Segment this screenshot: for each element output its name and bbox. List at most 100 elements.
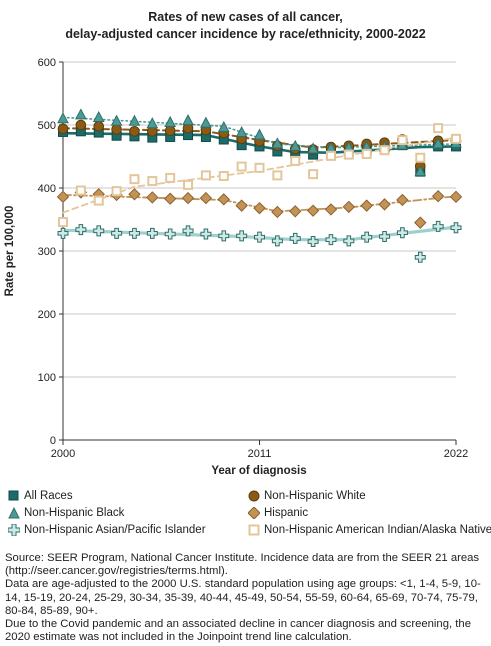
- data-point-non-hispanic-black[interactable]: [128, 114, 141, 126]
- data-point-non-hispanic-black[interactable]: [92, 110, 105, 122]
- y-tick-label: 600: [38, 57, 56, 69]
- data-point-non-hispanic-black[interactable]: [164, 115, 177, 127]
- y-tick-label: 200: [38, 309, 56, 321]
- data-point-non-hispanic-american-indian-alaska-native[interactable]: [93, 195, 104, 206]
- y-tick-label: 300: [38, 246, 56, 258]
- data-point-hispanic[interactable]: [414, 216, 427, 229]
- data-point-non-hispanic-american-indian-alaska-native[interactable]: [379, 145, 390, 156]
- data-point-non-hispanic-american-indian-alaska-native[interactable]: [308, 169, 319, 180]
- data-point-non-hispanic-black[interactable]: [57, 112, 69, 124]
- data-point-non-hispanic-asian-pacific-islander[interactable]: [414, 251, 426, 263]
- data-point-non-hispanic-white[interactable]: [57, 123, 69, 135]
- chart-title-line-1: Rates of new cases of all cancer,: [148, 10, 343, 24]
- data-point-non-hispanic-asian-pacific-islander[interactable]: [343, 235, 355, 247]
- data-point-hispanic[interactable]: [306, 204, 320, 217]
- data-point-non-hispanic-white[interactable]: [75, 119, 87, 131]
- data-point-non-hispanic-black[interactable]: [414, 165, 427, 177]
- data-point-non-hispanic-asian-pacific-islander[interactable]: [325, 234, 337, 246]
- data-point-non-hispanic-asian-pacific-islander[interactable]: [307, 236, 319, 248]
- data-point-non-hispanic-american-indian-alaska-native[interactable]: [129, 174, 140, 185]
- data-point-non-hispanic-asian-pacific-islander[interactable]: [200, 228, 212, 240]
- data-point-non-hispanic-asian-pacific-islander[interactable]: [93, 225, 105, 237]
- data-point-hispanic[interactable]: [378, 198, 391, 211]
- data-point-hispanic[interactable]: [289, 205, 302, 218]
- data-point-non-hispanic-asian-pacific-islander[interactable]: [254, 231, 265, 243]
- data-point-hispanic[interactable]: [163, 192, 177, 205]
- data-point-non-hispanic-american-indian-alaska-native[interactable]: [290, 155, 301, 166]
- data-point-hispanic[interactable]: [217, 193, 230, 206]
- data-point-hispanic[interactable]: [360, 199, 373, 212]
- data-point-non-hispanic-asian-pacific-islander[interactable]: [396, 227, 408, 239]
- data-point-non-hispanic-american-indian-alaska-native[interactable]: [58, 217, 68, 228]
- data-point-non-hispanic-asian-pacific-islander[interactable]: [271, 235, 283, 247]
- data-point-non-hispanic-black[interactable]: [75, 108, 87, 120]
- legend-label: Non-Hispanic American Indian/Alaska Nati…: [264, 524, 491, 536]
- data-point-non-hispanic-american-indian-alaska-native[interactable]: [111, 186, 122, 197]
- x-tick-label: 2000: [51, 448, 75, 460]
- data-point-non-hispanic-black[interactable]: [253, 128, 266, 140]
- data-point-non-hispanic-asian-pacific-islander[interactable]: [75, 224, 87, 236]
- data-point-non-hispanic-asian-pacific-islander[interactable]: [218, 230, 230, 242]
- data-point-hispanic[interactable]: [253, 201, 266, 215]
- data-point-non-hispanic-black[interactable]: [182, 114, 194, 126]
- data-point-non-hispanic-asian-pacific-islander[interactable]: [182, 225, 194, 237]
- data-point-hispanic[interactable]: [396, 193, 409, 207]
- data-point-non-hispanic-black[interactable]: [110, 114, 123, 126]
- data-point-non-hispanic-asian-pacific-islander[interactable]: [379, 231, 391, 243]
- data-point-non-hispanic-asian-pacific-islander[interactable]: [361, 231, 373, 243]
- data-point-non-hispanic-american-indian-alaska-native[interactable]: [218, 171, 229, 182]
- series-non-hispanic-asian-pacific-islander: [57, 220, 462, 263]
- data-point-non-hispanic-american-indian-alaska-native[interactable]: [325, 150, 336, 161]
- data-point-non-hispanic-asian-pacific-islander[interactable]: [236, 230, 248, 242]
- data-point-hispanic[interactable]: [146, 191, 159, 204]
- data-point-non-hispanic-american-indian-alaska-native[interactable]: [236, 161, 247, 172]
- data-point-non-hispanic-asian-pacific-islander[interactable]: [164, 228, 176, 240]
- data-point-non-hispanic-american-indian-alaska-native[interactable]: [200, 170, 211, 181]
- data-point-hispanic[interactable]: [181, 191, 195, 205]
- data-point-non-hispanic-american-indian-alaska-native[interactable]: [415, 152, 426, 163]
- data-point-hispanic[interactable]: [449, 190, 463, 204]
- data-point-non-hispanic-american-indian-alaska-native[interactable]: [433, 123, 444, 134]
- data-point-non-hispanic-white[interactable]: [164, 125, 176, 136]
- data-point-non-hispanic-american-indian-alaska-native[interactable]: [183, 179, 194, 190]
- data-point-non-hispanic-asian-pacific-islander[interactable]: [146, 227, 158, 239]
- data-point-non-hispanic-black[interactable]: [271, 137, 284, 149]
- data-point-hispanic[interactable]: [128, 188, 141, 201]
- data-point-hispanic[interactable]: [271, 205, 284, 219]
- data-point-non-hispanic-black[interactable]: [235, 125, 248, 138]
- data-point-non-hispanic-white[interactable]: [111, 124, 122, 135]
- data-point-non-hispanic-american-indian-alaska-native[interactable]: [451, 133, 461, 144]
- data-point-hispanic[interactable]: [56, 190, 70, 204]
- data-point-non-hispanic-asian-pacific-islander[interactable]: [289, 232, 301, 244]
- data-point-non-hispanic-american-indian-alaska-native[interactable]: [254, 162, 265, 173]
- data-point-non-hispanic-asian-pacific-islander[interactable]: [450, 222, 462, 234]
- source-note: Source: SEER Program, National Cancer In…: [5, 552, 487, 644]
- data-point-non-hispanic-black[interactable]: [432, 137, 444, 149]
- data-point-non-hispanic-asian-pacific-islander[interactable]: [128, 227, 140, 239]
- source-note-line-2: Data are age-adjusted to the 2000 U.S. s…: [5, 578, 481, 617]
- data-point-hispanic[interactable]: [235, 199, 248, 212]
- data-point-non-hispanic-american-indian-alaska-native[interactable]: [343, 149, 354, 160]
- x-axis-label: Year of diagnosis: [211, 465, 306, 477]
- data-point-non-hispanic-black[interactable]: [217, 120, 230, 133]
- data-point-hispanic[interactable]: [431, 189, 445, 203]
- data-point-non-hispanic-white[interactable]: [93, 120, 105, 132]
- data-point-non-hispanic-asian-pacific-islander[interactable]: [432, 220, 444, 232]
- data-point-hispanic[interactable]: [199, 191, 213, 205]
- data-point-non-hispanic-american-indian-alaska-native[interactable]: [75, 185, 86, 196]
- data-point-non-hispanic-asian-pacific-islander[interactable]: [111, 227, 123, 239]
- data-point-non-hispanic-black[interactable]: [307, 142, 319, 154]
- data-point-hispanic[interactable]: [324, 203, 338, 216]
- data-point-non-hispanic-black[interactable]: [289, 139, 302, 151]
- data-point-hispanic[interactable]: [342, 200, 356, 214]
- data-point-non-hispanic-american-indian-alaska-native[interactable]: [147, 176, 158, 187]
- data-point-non-hispanic-white[interactable]: [129, 126, 140, 137]
- data-point-non-hispanic-asian-pacific-islander[interactable]: [57, 227, 69, 239]
- data-point-non-hispanic-black[interactable]: [200, 116, 212, 128]
- data-point-non-hispanic-american-indian-alaska-native[interactable]: [272, 170, 283, 181]
- data-point-non-hispanic-black[interactable]: [146, 117, 159, 129]
- data-point-non-hispanic-american-indian-alaska-native[interactable]: [165, 172, 176, 183]
- source-note-line-1: Source: SEER Program, National Cancer In…: [5, 552, 480, 578]
- data-point-non-hispanic-american-indian-alaska-native[interactable]: [361, 148, 372, 159]
- data-point-non-hispanic-american-indian-alaska-native[interactable]: [397, 135, 408, 146]
